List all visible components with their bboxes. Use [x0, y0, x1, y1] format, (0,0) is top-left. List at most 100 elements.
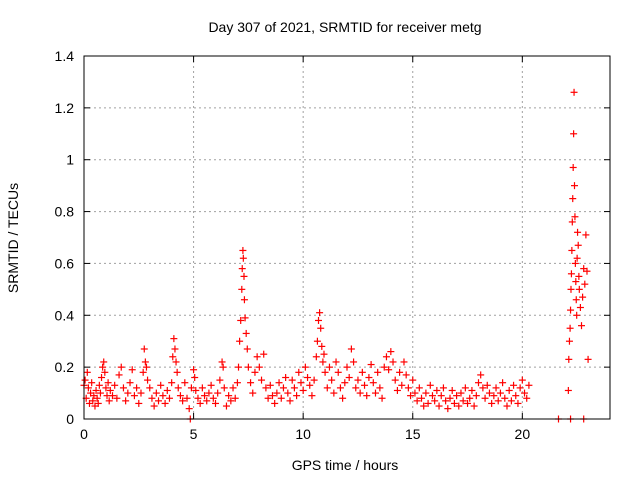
y-tick-label: 1 — [66, 152, 74, 168]
y-tick-label: 0.8 — [55, 204, 75, 220]
axis-ticks: 0 5 10 15 20 0 0.2 0.4 0.6 0.8 1 1.2 1.4 — [55, 48, 610, 442]
data-point — [457, 389, 465, 397]
data-point — [187, 384, 195, 392]
data-point — [503, 402, 511, 410]
data-point — [336, 384, 344, 392]
data-point — [565, 355, 573, 363]
data-point — [163, 386, 171, 394]
data-point — [277, 394, 285, 402]
data-point — [94, 399, 102, 407]
data-point — [468, 386, 476, 394]
data-point — [328, 376, 336, 384]
y-tick-label: 0.2 — [55, 359, 75, 375]
data-point — [411, 389, 419, 397]
data-point — [133, 384, 141, 392]
data-point — [102, 384, 110, 392]
data-point — [191, 374, 199, 382]
data-point — [352, 384, 360, 392]
data-point — [415, 384, 423, 392]
data-point — [194, 394, 202, 402]
data-point — [446, 394, 454, 402]
data-point — [271, 399, 279, 407]
data-point — [139, 368, 147, 376]
data-point — [470, 402, 478, 410]
data-point — [407, 392, 415, 400]
data-point — [393, 386, 401, 394]
data-point — [569, 163, 577, 171]
data-point — [173, 368, 181, 376]
data-point — [96, 389, 104, 397]
y-tick-label: 1.2 — [55, 100, 75, 116]
data-point — [369, 379, 377, 387]
data-point — [574, 241, 582, 249]
data-point — [81, 376, 89, 384]
data-point — [214, 389, 222, 397]
data-point — [141, 358, 149, 366]
data-point — [113, 394, 121, 402]
data-point — [439, 384, 447, 392]
data-point — [225, 392, 233, 400]
data-point — [444, 405, 452, 413]
data-point — [573, 311, 581, 319]
data-point — [286, 397, 294, 405]
data-point — [243, 345, 251, 353]
data-point — [290, 384, 298, 392]
data-point — [258, 376, 266, 384]
x-tick-label: 10 — [295, 426, 311, 442]
data-point — [222, 402, 230, 410]
data-point — [268, 392, 276, 400]
data-point — [273, 389, 281, 397]
data-point — [159, 392, 167, 400]
data-point — [192, 386, 200, 394]
data-point — [115, 371, 123, 379]
data-point — [330, 389, 338, 397]
data-point — [323, 384, 331, 392]
data-point — [488, 399, 496, 407]
data-point — [464, 399, 472, 407]
data-point — [310, 376, 318, 384]
data-point — [374, 368, 382, 376]
y-tick-label: 0.4 — [55, 307, 75, 323]
data-point — [253, 353, 261, 361]
data-point — [400, 358, 408, 366]
data-point — [148, 394, 156, 402]
data-point — [574, 228, 582, 236]
data-point — [198, 384, 206, 392]
data-point — [567, 285, 575, 293]
data-point — [239, 254, 247, 262]
data-point — [483, 381, 491, 389]
data-point — [146, 384, 154, 392]
data-point — [571, 259, 579, 267]
data-point — [89, 397, 97, 405]
data-point — [312, 353, 320, 361]
data-point — [93, 394, 101, 402]
data-point — [582, 231, 590, 239]
data-point — [126, 379, 134, 387]
data-point — [448, 386, 456, 394]
data-point — [264, 394, 272, 402]
data-point — [376, 384, 384, 392]
data-point — [83, 368, 91, 376]
data-point — [238, 265, 246, 273]
data-point — [282, 374, 290, 382]
data-point — [275, 379, 283, 387]
data-point — [499, 379, 507, 387]
data-point — [347, 345, 355, 353]
data-point — [570, 88, 578, 96]
data-point — [521, 389, 529, 397]
data-point — [293, 392, 301, 400]
data-point — [422, 389, 430, 397]
data-point — [101, 368, 109, 376]
data-point — [216, 376, 224, 384]
data-point — [420, 402, 428, 410]
y-axis-label: SRMTID / TECUs — [5, 183, 21, 293]
data-point — [152, 389, 160, 397]
data-point — [525, 381, 533, 389]
data-point — [150, 402, 158, 410]
data-point — [241, 314, 249, 322]
data-point — [119, 384, 127, 392]
data-point — [568, 246, 576, 254]
data-point — [212, 399, 219, 407]
data-point — [239, 246, 247, 254]
data-point — [492, 384, 500, 392]
